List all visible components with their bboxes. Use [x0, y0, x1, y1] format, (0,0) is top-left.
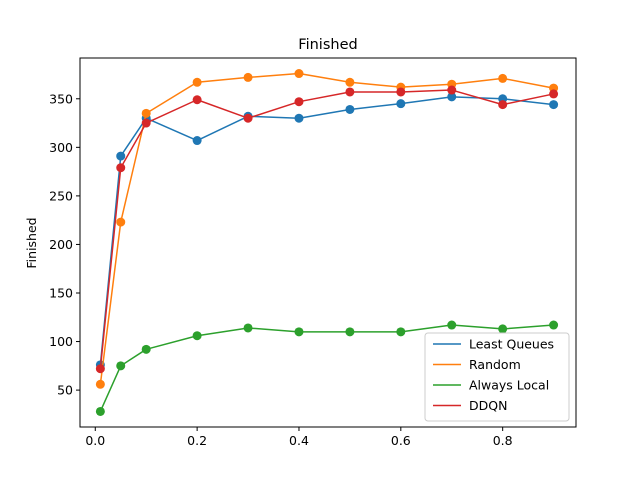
data-point [447, 85, 457, 95]
series-line [99, 96, 554, 365]
y-tick-label: 250 [49, 188, 73, 203]
data-point [141, 344, 151, 354]
data-point [294, 113, 304, 123]
data-point [243, 72, 253, 82]
data-point [396, 327, 406, 337]
data-point [345, 87, 355, 97]
y-tick-label: 150 [49, 285, 73, 300]
data-point [396, 99, 406, 109]
data-point [116, 361, 126, 371]
data-point [116, 217, 126, 227]
data-point [294, 97, 304, 107]
data-point [498, 100, 508, 110]
y-tick-label: 50 [57, 383, 73, 398]
y-tick-label: 300 [49, 140, 73, 155]
data-point [345, 77, 355, 87]
data-point [447, 320, 457, 330]
data-point [447, 92, 457, 102]
y-axis: 50 100 150 200 250 300 350 [49, 91, 80, 398]
plot-frame [79, 57, 577, 428]
data-point [95, 406, 105, 416]
legend-box [424, 332, 570, 422]
data-point [345, 327, 355, 337]
legend-entry: Always Local [469, 378, 549, 393]
data-point [192, 77, 202, 87]
data-point [549, 320, 559, 330]
data-point [95, 379, 105, 389]
x-tick-label: 0.2 [187, 433, 207, 448]
data-point [95, 364, 105, 374]
data-point [294, 327, 304, 337]
x-tick-label: 0.4 [289, 433, 309, 448]
data-point [116, 163, 126, 173]
y-axis-label: Finished [24, 217, 39, 268]
series-ddqn [95, 85, 559, 374]
data-point [396, 87, 406, 97]
data-point [345, 104, 355, 114]
data-point [549, 89, 559, 99]
x-tick-label: 0.6 [391, 433, 411, 448]
x-tick-label: 0.8 [493, 433, 513, 448]
data-point [498, 73, 508, 83]
legend-entry: DDQN [469, 398, 507, 413]
data-point [192, 95, 202, 105]
data-point [498, 324, 508, 334]
data-point [243, 323, 253, 333]
plot-area [95, 69, 559, 416]
legend: Least Queues Random Always Local DDQN [424, 332, 570, 422]
legend-entry: Random [469, 357, 521, 372]
data-point [192, 136, 202, 146]
x-tick-label: 0.0 [85, 433, 105, 448]
data-point [141, 108, 151, 118]
y-tick-label: 350 [49, 91, 73, 106]
series-always-local [95, 320, 559, 416]
data-point [192, 331, 202, 341]
y-tick-label: 200 [49, 237, 73, 252]
data-point [116, 151, 126, 161]
data-point [243, 113, 253, 123]
data-point [294, 69, 304, 79]
x-axis: 0.0 0.2 0.4 0.6 0.8 [85, 427, 513, 448]
data-point [141, 118, 151, 128]
data-point [549, 100, 559, 110]
series-random [95, 69, 559, 389]
chart-title: Finished [298, 37, 357, 53]
legend-entry: Least Queues [469, 337, 554, 352]
y-tick-label: 100 [49, 334, 73, 349]
